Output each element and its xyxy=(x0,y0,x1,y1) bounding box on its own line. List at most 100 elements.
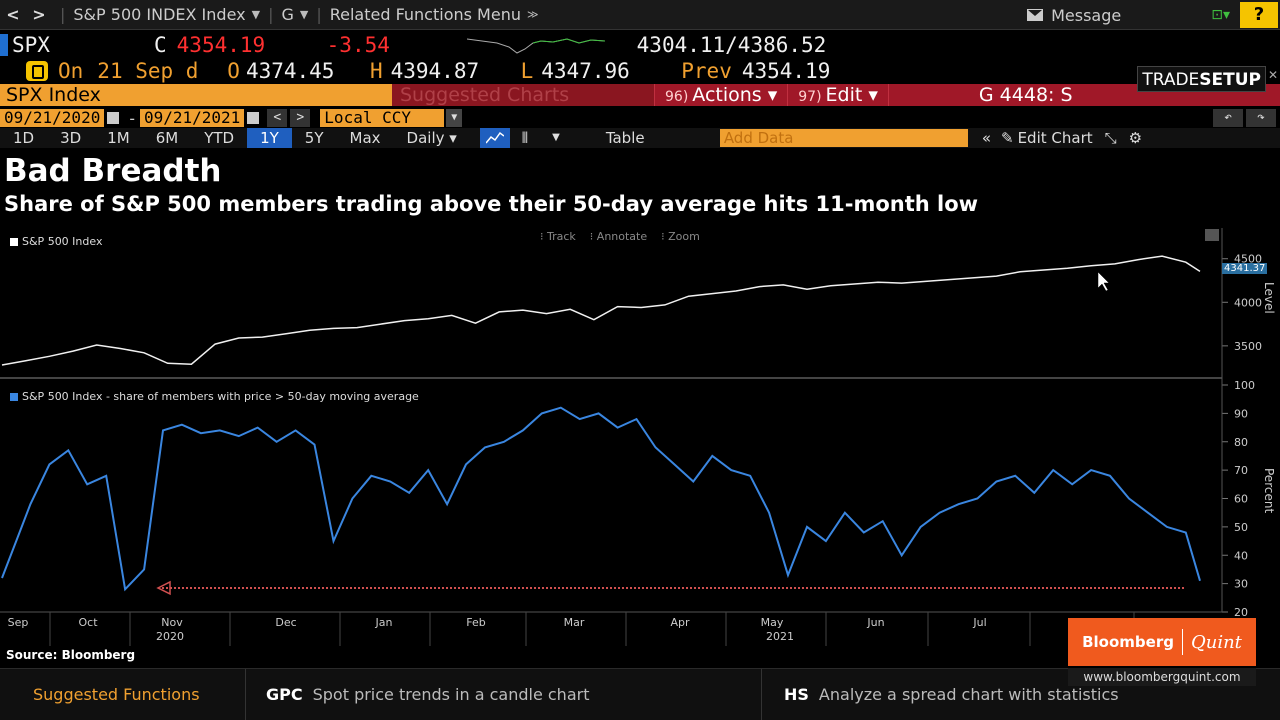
start-date-input[interactable]: 09/21/2020 xyxy=(0,109,105,127)
actions-number: 96) xyxy=(665,89,689,105)
collapse-icon[interactable]: « xyxy=(981,129,991,147)
track-tool[interactable]: ⁝ Track xyxy=(540,230,576,243)
zoom-tool[interactable]: ⁝ Zoom xyxy=(661,230,700,243)
edit-menu[interactable]: 97) Edit ▾ xyxy=(787,84,888,106)
top-nav-bar: < > | S&P 500 INDEX Index ▼ | G ▼ | Rela… xyxy=(0,0,1280,30)
y-tick-label: 4000 xyxy=(1234,296,1262,309)
period-select[interactable]: Daily ▾ xyxy=(406,129,457,147)
g-menu[interactable]: G xyxy=(281,5,294,24)
last-value-tag: 4341.37 xyxy=(1222,263,1268,274)
chevron-down-icon[interactable]: ▼ xyxy=(251,8,261,21)
chart-subtitle: Share of S&P 500 members trading above t… xyxy=(4,192,979,216)
calendar-icon[interactable] xyxy=(107,112,120,124)
timeframe-ytd[interactable]: YTD xyxy=(204,129,235,147)
year-label: 2020 xyxy=(156,630,184,643)
trade-setup-button[interactable]: TRADESETUP xyxy=(1137,66,1266,92)
x-tick-label: Oct xyxy=(78,616,98,629)
function-desc: Spot price trends in a candle chart xyxy=(312,684,590,704)
x-axis-labels: Sep Oct Nov Dec Jan Feb Mar Apr May Jun Jul 2020 202… xyxy=(8,616,987,643)
timeframe-5y[interactable]: 5Y xyxy=(304,129,324,147)
window-menu-icon[interactable]: ⊡▾ xyxy=(1211,7,1230,23)
source-note: Source: Bloomberg xyxy=(6,648,136,662)
actions-menu[interactable]: 96) Actions ▾ xyxy=(654,84,788,106)
x-tick-label: Jan xyxy=(375,616,393,629)
message-button[interactable]: Message xyxy=(1051,5,1122,25)
timeframe-6m[interactable]: 6M xyxy=(155,129,179,147)
annotate-tool[interactable]: ⁝ Annotate xyxy=(589,230,648,243)
chart-area[interactable]: 3500 4000 4500 20 30 40 50 60 70 80 90 100 Sep Oct No… xyxy=(0,0,1280,668)
x-tick-label: Nov xyxy=(161,616,183,629)
watermark-url: www.bloombergquint.com xyxy=(1068,668,1256,686)
chart-tools: ⁝ Track ⁝ Annotate ⁝ Zoom xyxy=(540,230,700,243)
currency-select[interactable]: Local CCY xyxy=(320,109,445,127)
y-tick-label: 50 xyxy=(1234,521,1248,534)
related-functions-menu[interactable]: Related Functions Menu xyxy=(329,5,521,24)
security-menu[interactable]: S&P 500 INDEX Index xyxy=(73,5,246,24)
timeframe-1d[interactable]: 1D xyxy=(13,129,35,147)
y-tick-label: 100 xyxy=(1234,379,1255,392)
security-color-swatch xyxy=(0,34,8,56)
quote-date: 21 Sep d xyxy=(97,59,199,83)
y-tick-label: 70 xyxy=(1234,464,1248,477)
x-tick-label: Mar xyxy=(564,616,585,629)
next-period-button[interactable]: > xyxy=(290,109,311,127)
suggested-charts-button[interactable]: Suggested Charts xyxy=(392,84,654,106)
security-bar: SPX Index Suggested Charts 96) Actions ▾ … xyxy=(0,84,1280,106)
envelope-icon[interactable] xyxy=(1027,9,1044,21)
on-label: On xyxy=(58,59,84,83)
chevron-down-icon[interactable]: ▼ xyxy=(446,109,463,127)
chevron-down-icon[interactable]: ▼ xyxy=(552,132,560,143)
date-range-bar: 09/21/2020 - 09/21/2021 < > Local CCY ▼ … xyxy=(0,108,1280,128)
function-code: HS xyxy=(784,684,809,704)
undo-icon[interactable]: ↶ xyxy=(1213,109,1243,127)
divider: | xyxy=(60,5,66,24)
bar-chart-icon[interactable]: ⫴ xyxy=(521,129,529,147)
forward-button[interactable]: > xyxy=(32,5,46,24)
calendar-icon[interactable] xyxy=(247,112,260,124)
add-data-input[interactable]: Add Data xyxy=(719,129,968,147)
edit-chart-button[interactable]: Edit Chart xyxy=(1017,129,1093,147)
prev-period-button[interactable]: < xyxy=(267,109,288,127)
x-tick-label: Apr xyxy=(670,616,690,629)
function-hs[interactable]: HS Analyze a spread chart with statistics xyxy=(762,669,1119,720)
trade-label: TRADE xyxy=(1142,70,1200,90)
reference-arrow xyxy=(156,580,171,596)
redo-icon[interactable]: ↷ xyxy=(1246,109,1276,127)
chart-title: Bad Breadth xyxy=(4,153,222,189)
close-icon[interactable]: ✕ xyxy=(1268,68,1279,82)
table-button[interactable]: Table xyxy=(605,129,645,147)
timeframe-1m[interactable]: 1M xyxy=(107,129,130,147)
chevron-down-icon[interactable]: ▼ xyxy=(299,8,309,21)
low-label: L xyxy=(520,59,534,83)
pencil-icon[interactable]: ✎ xyxy=(1001,129,1014,147)
security-field[interactable]: SPX Index xyxy=(0,84,392,106)
legend-swatch xyxy=(10,392,18,401)
mouse-cursor-icon xyxy=(1097,271,1110,292)
back-button[interactable]: < xyxy=(6,5,20,24)
help-button[interactable]: ? xyxy=(1240,2,1278,28)
double-chevron-icon[interactable]: ≫ xyxy=(526,8,539,21)
end-date-input[interactable]: 09/21/2021 xyxy=(139,109,245,127)
line-chart-icon[interactable] xyxy=(479,128,510,148)
suggested-functions-label[interactable]: Suggested Functions xyxy=(0,668,246,720)
timeframe-1y[interactable]: 1Y xyxy=(247,128,292,148)
date-separator: - xyxy=(127,108,137,128)
logo-sub: Quint xyxy=(1190,631,1242,653)
footer-bar: Suggested Functions GPC Spot price trends… xyxy=(0,668,1280,720)
sparkline xyxy=(466,38,605,54)
panel-menu-icon[interactable] xyxy=(1205,229,1219,241)
expand-icon[interactable]: ⤡ xyxy=(1104,129,1117,147)
y-axis-labels: 3500 4000 4500 20 30 40 50 60 70 80 90 100 xyxy=(1234,253,1262,619)
legend-breadth[interactable]: S&P 500 Index - share of members with pr… xyxy=(10,390,419,403)
open-label: O xyxy=(227,59,240,83)
timeframe-max[interactable]: Max xyxy=(349,129,381,147)
function-gpc[interactable]: GPC Spot price trends in a candle chart xyxy=(246,668,762,720)
x-tick-label: Jun xyxy=(866,616,884,629)
day-range: 4304.11/4386.52 xyxy=(636,33,827,57)
timeframe-3d[interactable]: 3D xyxy=(60,129,82,147)
gear-icon[interactable]: ⚙ xyxy=(1128,129,1143,147)
y-tick-label: 3500 xyxy=(1234,340,1262,353)
legend-spx[interactable]: S&P 500 Index xyxy=(10,235,102,248)
x-tick-label: Jul xyxy=(972,616,986,629)
quote-icon[interactable] xyxy=(26,61,48,81)
